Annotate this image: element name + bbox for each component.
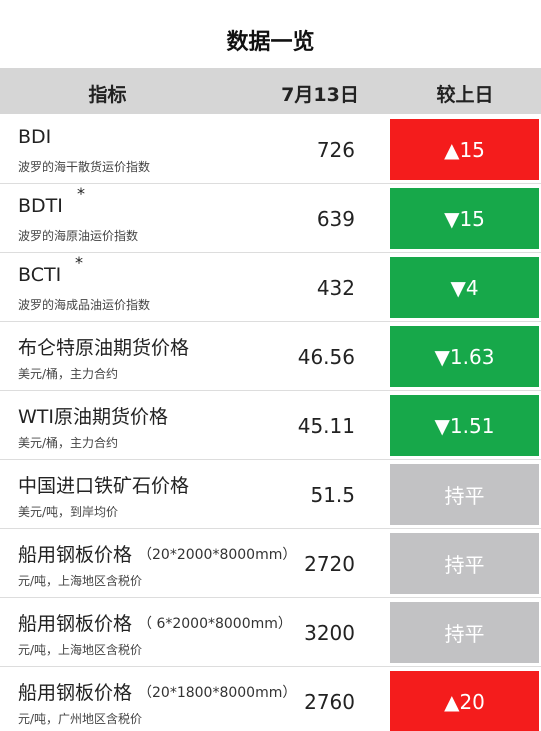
row-value: 51.5 — [310, 483, 355, 507]
row-value: 432 — [316, 276, 355, 300]
header-cell: 较上日 — [436, 84, 494, 106]
row-name: 船用钢板价格 — [18, 613, 133, 635]
row-subtitle: 波罗的海干散货运价指数 — [18, 160, 151, 174]
row-subtitle: 美元/桶，主力合约 — [18, 436, 119, 450]
row-separator — [0, 321, 541, 322]
row-subtitle: 美元/吨，到岸均价 — [18, 505, 119, 519]
row-change: ▼15 — [390, 188, 539, 249]
row-note: * — [75, 253, 83, 272]
row-subtitle: 元/吨，广州地区含税价 — [18, 712, 143, 726]
row-change: 持平 — [390, 533, 539, 594]
row-separator — [0, 597, 541, 598]
header-cell: 指标 — [88, 84, 127, 106]
row-change: ▼1.63 — [390, 326, 539, 387]
row-name: BDI — [18, 126, 52, 148]
row-value: 46.56 — [297, 345, 355, 369]
row-name: 船用钢板价格 — [18, 544, 133, 566]
row-value: 3200 — [304, 621, 355, 645]
row-name: WTI原油期货价格 — [18, 406, 168, 428]
row-name: BCTI — [18, 264, 62, 286]
row-value: 726 — [316, 138, 355, 162]
row-subtitle: 波罗的海原油运价指数 — [18, 229, 139, 243]
row-change: 持平 — [390, 602, 539, 663]
row-spec: （20*2000*8000mm） — [138, 547, 297, 563]
row-separator — [0, 183, 541, 184]
title: 数据一览 — [226, 30, 315, 55]
row-name: 船用钢板价格 — [18, 682, 133, 704]
row-name: BDTI — [18, 195, 63, 217]
row-change: ▼4 — [390, 257, 539, 318]
row-name: 布仑特原油期货价格 — [18, 337, 190, 359]
row-note: * — [77, 184, 85, 203]
row-subtitle: 美元/桶，主力合约 — [18, 367, 119, 381]
row-value: 639 — [316, 207, 355, 231]
header-cell: 7月13日 — [281, 84, 359, 106]
row-value: 45.11 — [297, 414, 355, 438]
row-subtitle: 元/吨，上海地区含税价 — [18, 643, 143, 657]
row-separator — [0, 528, 541, 529]
row-change: ▲15 — [390, 119, 539, 180]
row-value: 2760 — [304, 690, 355, 714]
row-subtitle: 元/吨，上海地区含税价 — [18, 574, 143, 588]
row-separator — [0, 459, 541, 460]
row-change: 持平 — [390, 464, 539, 525]
row-name: 中国进口铁矿石价格 — [18, 475, 190, 497]
row-value: 2720 — [304, 552, 355, 576]
row-spec: （20*1800*8000mm） — [138, 685, 297, 701]
row-change: ▼1.51 — [390, 395, 539, 456]
row-separator — [0, 252, 541, 253]
table-header — [0, 68, 541, 114]
row-change: ▲20 — [390, 671, 539, 731]
row-separator — [0, 666, 541, 667]
row-spec: （ 6*2000*8000mm） — [138, 616, 292, 632]
row-separator — [0, 390, 541, 391]
row-subtitle: 波罗的海成品油运价指数 — [18, 298, 151, 312]
